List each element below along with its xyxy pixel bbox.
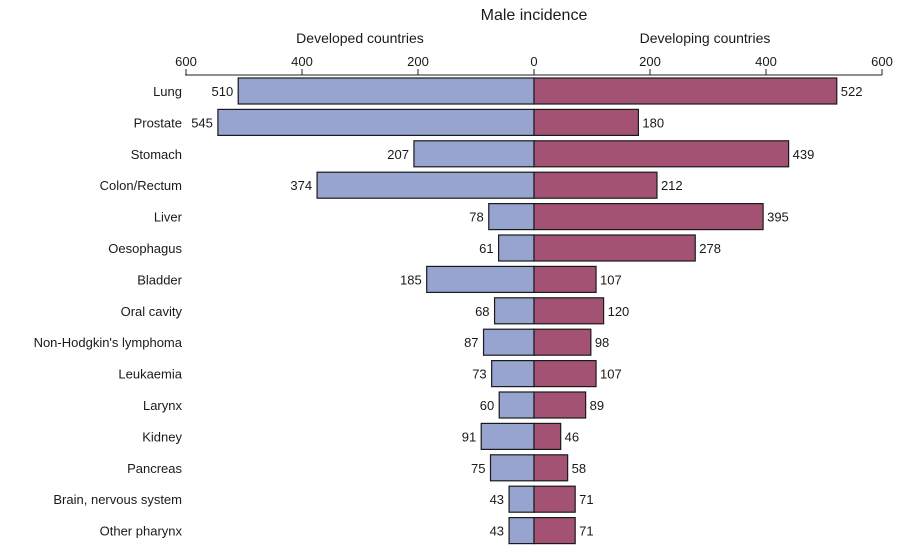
value-label-developed: 75 <box>471 461 485 476</box>
x-tick-label: 600 <box>175 54 197 69</box>
bar-developed <box>217 108 535 137</box>
x-axis-ticks: 600 400 200 0 200 400 600 <box>175 54 893 75</box>
bar-developing <box>533 203 764 231</box>
bar-developed <box>491 360 535 388</box>
bar-developing <box>533 422 562 450</box>
bar-developed <box>413 140 535 168</box>
category-label: Leukaemia <box>118 367 182 382</box>
bar-developing <box>533 328 592 356</box>
bar-developing <box>533 108 640 137</box>
value-label-developed: 91 <box>462 429 476 444</box>
value-label-developed: 185 <box>400 272 422 287</box>
value-label-developed: 207 <box>387 147 409 162</box>
category-label: Brain, nervous system <box>53 492 182 507</box>
bar-developing <box>533 140 790 168</box>
bar-developing <box>533 234 696 262</box>
bar-developing <box>533 265 597 293</box>
value-label-developing: 120 <box>608 304 630 319</box>
value-label-developed: 43 <box>490 492 504 507</box>
value-label-developed: 78 <box>469 210 483 225</box>
value-label-developing: 58 <box>572 461 586 476</box>
value-label-developed: 545 <box>191 115 213 130</box>
bars: 510 522 545 180 207 439 374 212 78 395 61 278 185 107… <box>191 77 863 545</box>
category-label: Pancreas <box>127 461 182 476</box>
value-label-developing: 212 <box>661 178 683 193</box>
value-label-developing: 71 <box>579 492 593 507</box>
x-tick-label: 400 <box>755 54 777 69</box>
value-label-developing: 98 <box>595 335 609 350</box>
bar-developing <box>533 297 605 325</box>
value-label-developing: 107 <box>600 272 622 287</box>
category-label: Non-Hodgkin's lymphoma <box>34 335 183 350</box>
value-label-developing: 180 <box>642 115 664 130</box>
bar-developing <box>533 516 576 545</box>
category-label: Other pharynx <box>100 524 183 539</box>
value-label-developed: 73 <box>472 367 486 382</box>
category-label: Oesophagus <box>108 241 182 256</box>
x-tick-label: 0 <box>530 54 537 69</box>
category-label: Prostate <box>134 115 182 130</box>
value-label-developing: 71 <box>579 524 593 539</box>
category-label: Colon/Rectum <box>100 178 182 193</box>
bar-developed <box>482 328 535 356</box>
bar-developed <box>498 391 535 419</box>
value-label-developing: 522 <box>841 84 863 99</box>
bar-developing <box>533 171 658 199</box>
bar-developed <box>508 516 535 545</box>
value-label-developing: 278 <box>699 241 721 256</box>
developed-heading: Developed countries <box>296 30 424 46</box>
value-label-developing: 89 <box>590 398 604 413</box>
category-label: Larynx <box>143 398 183 413</box>
value-label-developed: 374 <box>290 178 312 193</box>
value-label-developing: 395 <box>767 210 789 225</box>
x-tick-label: 200 <box>407 54 429 69</box>
bar-developing <box>533 485 576 513</box>
value-label-developing: 107 <box>600 367 622 382</box>
bar-developed <box>316 171 535 199</box>
bar-developed <box>498 234 535 262</box>
bar-developing <box>533 391 587 419</box>
bar-developed <box>237 77 535 105</box>
bar-developed <box>426 265 535 293</box>
value-label-developed: 68 <box>475 304 489 319</box>
bar-developing <box>533 360 597 388</box>
value-label-developing: 46 <box>565 429 579 444</box>
category-label: Stomach <box>131 147 182 162</box>
category-label: Liver <box>154 210 183 225</box>
bar-developed <box>488 203 535 231</box>
bar-developed <box>493 297 535 325</box>
x-tick-label: 200 <box>639 54 661 69</box>
chart-title: Male incidence <box>481 7 588 24</box>
value-label-developed: 510 <box>211 84 233 99</box>
x-tick-label: 400 <box>291 54 313 69</box>
category-label: Oral cavity <box>121 304 183 319</box>
category-label: Lung <box>153 84 182 99</box>
value-label-developed: 43 <box>490 524 504 539</box>
value-label-developed: 61 <box>479 241 493 256</box>
developing-heading: Developing countries <box>640 30 771 46</box>
category-labels: Lung Prostate Stomach Colon/Rectum Liver Oeso… <box>34 84 183 539</box>
bar-developed <box>508 485 535 513</box>
x-tick-label: 600 <box>871 54 893 69</box>
value-label-developing: 439 <box>793 147 815 162</box>
bar-developing <box>533 454 569 482</box>
value-label-developed: 87 <box>464 335 478 350</box>
category-label: Bladder <box>137 272 182 287</box>
category-label: Kidney <box>142 429 182 444</box>
bar-developing <box>533 77 838 105</box>
value-label-developed: 60 <box>480 398 494 413</box>
bar-developed <box>480 422 535 450</box>
bar-developed <box>489 454 535 482</box>
